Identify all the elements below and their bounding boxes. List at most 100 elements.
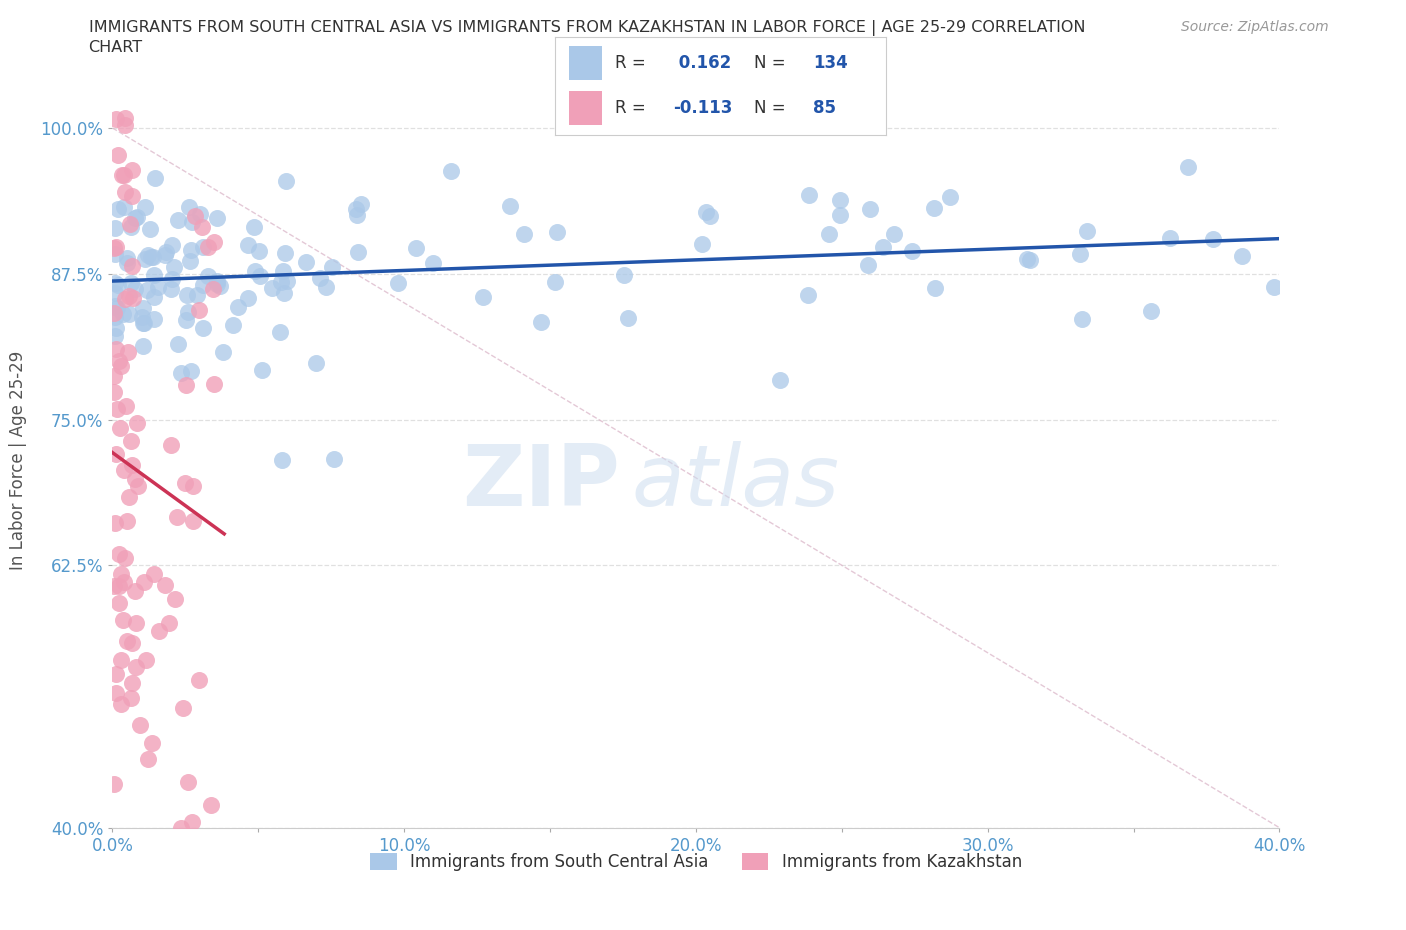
Point xyxy=(125,616,148,631)
Point xyxy=(692,237,714,252)
Point xyxy=(111,613,134,628)
Point xyxy=(160,238,183,253)
Point xyxy=(346,207,368,222)
Point xyxy=(115,256,138,271)
Point xyxy=(142,312,165,326)
Text: R =: R = xyxy=(614,99,645,116)
Point xyxy=(440,163,463,178)
Point xyxy=(104,341,127,356)
Point xyxy=(105,300,128,315)
Point xyxy=(174,475,197,490)
Text: N =: N = xyxy=(754,54,785,72)
Point xyxy=(112,574,135,589)
Text: R =: R = xyxy=(614,54,645,72)
Point xyxy=(249,268,271,283)
Point xyxy=(120,434,142,449)
Point xyxy=(138,221,160,236)
Point xyxy=(274,174,297,189)
Point xyxy=(472,289,495,304)
Point xyxy=(162,272,184,286)
Point xyxy=(160,438,183,453)
Text: IMMIGRANTS FROM SOUTH CENTRAL ASIA VS IMMIGRANTS FROM KAZAKHSTAN IN LABOR FORCE : IMMIGRANTS FROM SOUTH CENTRAL ASIA VS IM… xyxy=(89,20,1085,36)
Point xyxy=(499,198,522,213)
Point xyxy=(828,207,851,222)
Point xyxy=(103,777,125,791)
Text: 134: 134 xyxy=(813,54,848,72)
Point xyxy=(205,276,228,291)
Point xyxy=(1263,280,1285,295)
Point xyxy=(276,273,298,288)
Point xyxy=(202,234,225,249)
Point xyxy=(120,691,142,706)
Point xyxy=(107,547,129,562)
Point xyxy=(134,251,156,266)
Point xyxy=(202,377,225,392)
Point xyxy=(115,398,138,413)
Point xyxy=(546,225,568,240)
Point xyxy=(114,551,136,565)
Text: atlas: atlas xyxy=(631,441,839,524)
Point xyxy=(269,324,291,339)
Point xyxy=(207,211,229,226)
Point xyxy=(112,168,135,183)
Text: -0.113: -0.113 xyxy=(672,99,733,116)
Point xyxy=(818,226,841,241)
Point xyxy=(135,652,157,667)
Point xyxy=(193,277,215,292)
Point xyxy=(1140,304,1163,319)
Point xyxy=(107,148,129,163)
Point xyxy=(939,190,962,205)
Point xyxy=(188,207,211,222)
Text: 0.162: 0.162 xyxy=(672,54,731,72)
Point xyxy=(200,798,222,813)
Point xyxy=(105,446,128,461)
Point xyxy=(872,240,894,255)
Point xyxy=(157,616,180,631)
Point xyxy=(155,247,177,262)
Point xyxy=(134,200,156,215)
Point xyxy=(143,290,166,305)
Point xyxy=(132,300,155,315)
Point xyxy=(184,209,207,224)
Bar xyxy=(568,91,602,126)
Point xyxy=(859,202,882,217)
Point xyxy=(155,245,177,259)
Point xyxy=(315,280,337,295)
Point xyxy=(132,339,155,353)
Point xyxy=(117,514,139,529)
Point xyxy=(243,263,266,278)
Point xyxy=(120,275,142,290)
Point xyxy=(107,354,129,369)
Point xyxy=(271,264,294,279)
Point xyxy=(197,269,219,284)
Point xyxy=(125,659,148,674)
Point xyxy=(114,292,136,307)
Point xyxy=(103,578,125,593)
Point xyxy=(110,566,132,581)
Point xyxy=(208,278,231,293)
Point xyxy=(143,567,166,582)
Point xyxy=(197,239,219,254)
Point xyxy=(1069,246,1091,261)
Point xyxy=(107,201,129,216)
Point xyxy=(530,314,553,329)
Point xyxy=(1076,223,1098,238)
Point xyxy=(118,288,141,303)
Point xyxy=(112,463,135,478)
Point xyxy=(179,254,201,269)
Point xyxy=(193,240,215,255)
Point xyxy=(347,245,370,259)
Point xyxy=(180,243,202,258)
Point xyxy=(111,168,134,183)
Bar xyxy=(568,46,602,80)
Point xyxy=(115,633,138,648)
Point xyxy=(699,208,721,223)
Point xyxy=(104,299,127,313)
Point xyxy=(828,193,851,207)
Point xyxy=(121,676,143,691)
Point xyxy=(180,815,202,830)
Point xyxy=(160,282,183,297)
Point xyxy=(202,282,225,297)
Point xyxy=(104,220,127,235)
Point xyxy=(104,275,127,290)
